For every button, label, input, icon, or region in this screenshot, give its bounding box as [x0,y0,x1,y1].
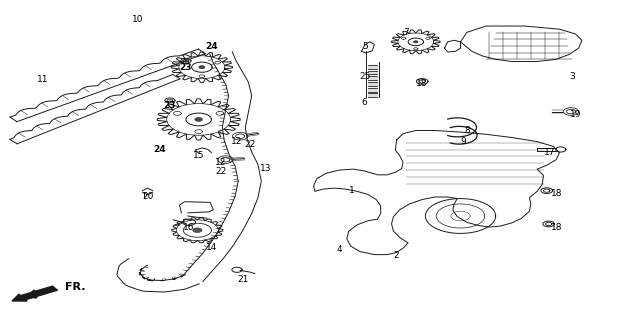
Polygon shape [368,88,378,92]
Polygon shape [368,71,378,74]
Text: 6: 6 [362,98,367,107]
Text: 17: 17 [544,148,556,157]
Text: 15: 15 [193,151,204,160]
Text: 10: 10 [132,15,144,24]
Text: 18: 18 [550,189,562,198]
Text: 19: 19 [570,110,581,119]
FancyArrow shape [12,286,58,301]
Polygon shape [368,93,378,97]
Text: 1: 1 [349,186,355,195]
Circle shape [413,41,418,43]
Circle shape [199,66,205,69]
Text: 13: 13 [260,164,271,173]
Circle shape [193,228,202,232]
Polygon shape [368,82,378,86]
Polygon shape [368,65,378,69]
Text: 7: 7 [403,28,409,37]
Text: 22: 22 [216,167,227,176]
Text: 25: 25 [359,72,371,81]
Text: 4: 4 [337,245,342,254]
Text: 8: 8 [464,126,470,135]
Text: 12: 12 [231,137,243,146]
Text: 18: 18 [417,79,428,87]
Text: 24: 24 [205,42,218,51]
Text: 9: 9 [461,137,467,146]
Text: 18: 18 [550,223,562,232]
Text: 3: 3 [570,72,575,81]
Text: 21: 21 [237,275,249,284]
Text: 22: 22 [244,140,255,149]
Text: 2: 2 [394,251,399,260]
Polygon shape [368,76,378,80]
Circle shape [195,118,202,121]
Text: 14: 14 [205,243,217,252]
Text: FR.: FR. [65,282,85,292]
Text: 12: 12 [215,158,227,167]
Text: 5: 5 [362,42,367,51]
Text: 11: 11 [36,75,48,84]
Text: 24: 24 [153,145,165,154]
Text: 16: 16 [183,223,195,232]
Text: 20: 20 [142,192,153,202]
Text: 23: 23 [164,101,176,110]
Text: 23: 23 [180,63,192,72]
